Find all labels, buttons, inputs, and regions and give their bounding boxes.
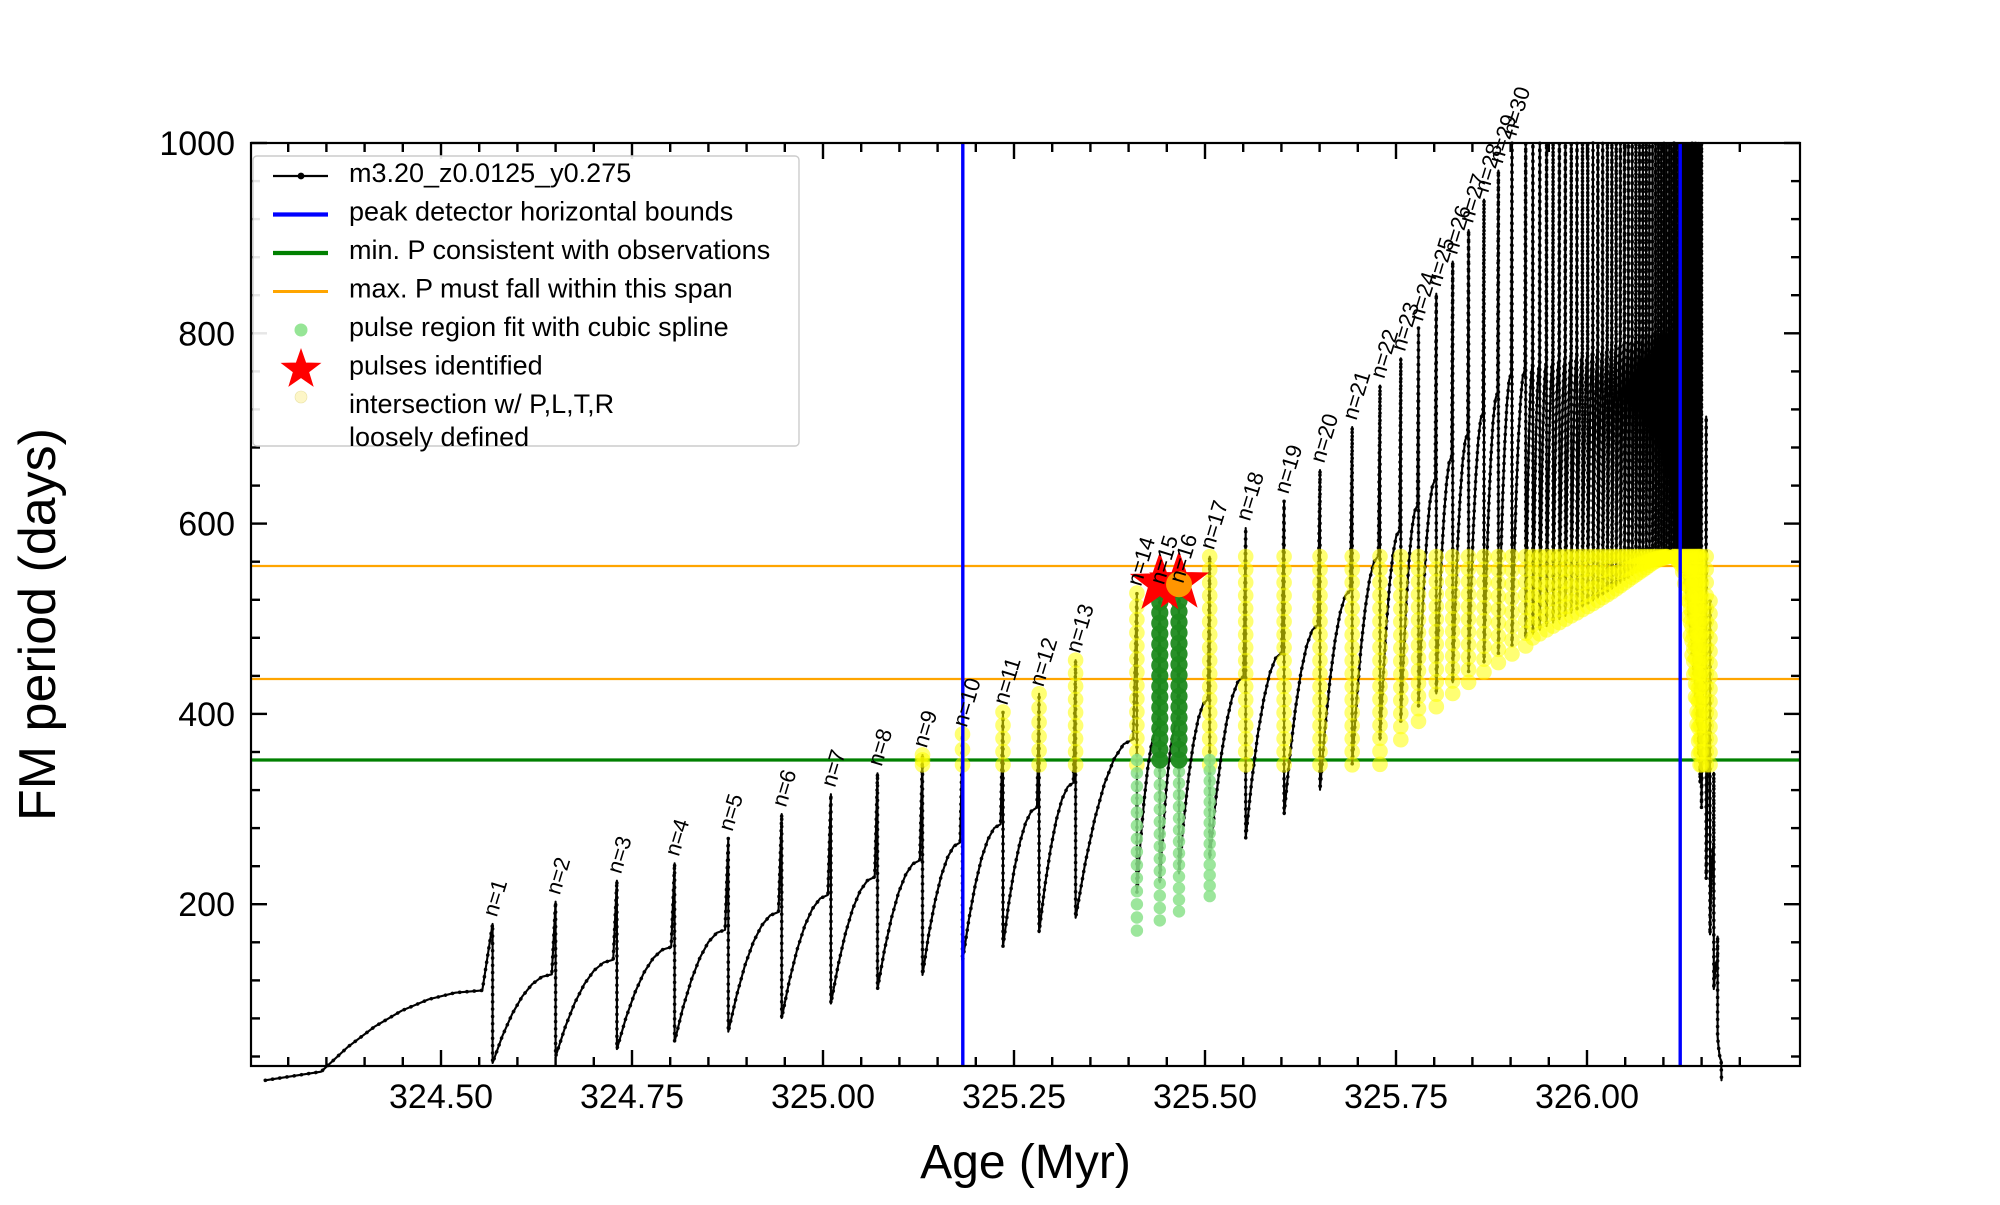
svg-text:max. P must fall within this s: max. P must fall within this span — [349, 274, 733, 304]
svg-text:pulses identified: pulses identified — [349, 351, 543, 381]
svg-text:324.75: 324.75 — [580, 1078, 684, 1116]
svg-text:325.25: 325.25 — [962, 1078, 1066, 1116]
svg-text:1000: 1000 — [159, 125, 235, 163]
svg-text:min. P consistent with observa: min. P consistent with observations — [349, 235, 770, 265]
svg-text:pulse region fit with cubic sp: pulse region fit with cubic spline — [349, 312, 729, 342]
svg-text:600: 600 — [178, 506, 235, 544]
svg-text:400: 400 — [178, 696, 235, 734]
svg-text:200: 200 — [178, 886, 235, 924]
svg-text:325.50: 325.50 — [1153, 1078, 1257, 1116]
svg-text:Age (Myr): Age (Myr) — [920, 1136, 1131, 1189]
svg-text:325.75: 325.75 — [1344, 1078, 1448, 1116]
svg-text:325.00: 325.00 — [771, 1078, 875, 1116]
svg-text:326.00: 326.00 — [1535, 1078, 1639, 1116]
svg-text:324.50: 324.50 — [389, 1078, 493, 1116]
svg-text:FM period (days): FM period (days) — [9, 428, 67, 821]
svg-text:800: 800 — [178, 315, 235, 353]
svg-text:m3.20_z0.0125_y0.275: m3.20_z0.0125_y0.275 — [349, 158, 631, 188]
svg-text:loosely defined: loosely defined — [349, 422, 529, 452]
svg-text:peak detector horizontal bound: peak detector horizontal bounds — [349, 197, 733, 227]
svg-text:intersection w/ P,L,T,R: intersection w/ P,L,T,R — [349, 389, 614, 419]
